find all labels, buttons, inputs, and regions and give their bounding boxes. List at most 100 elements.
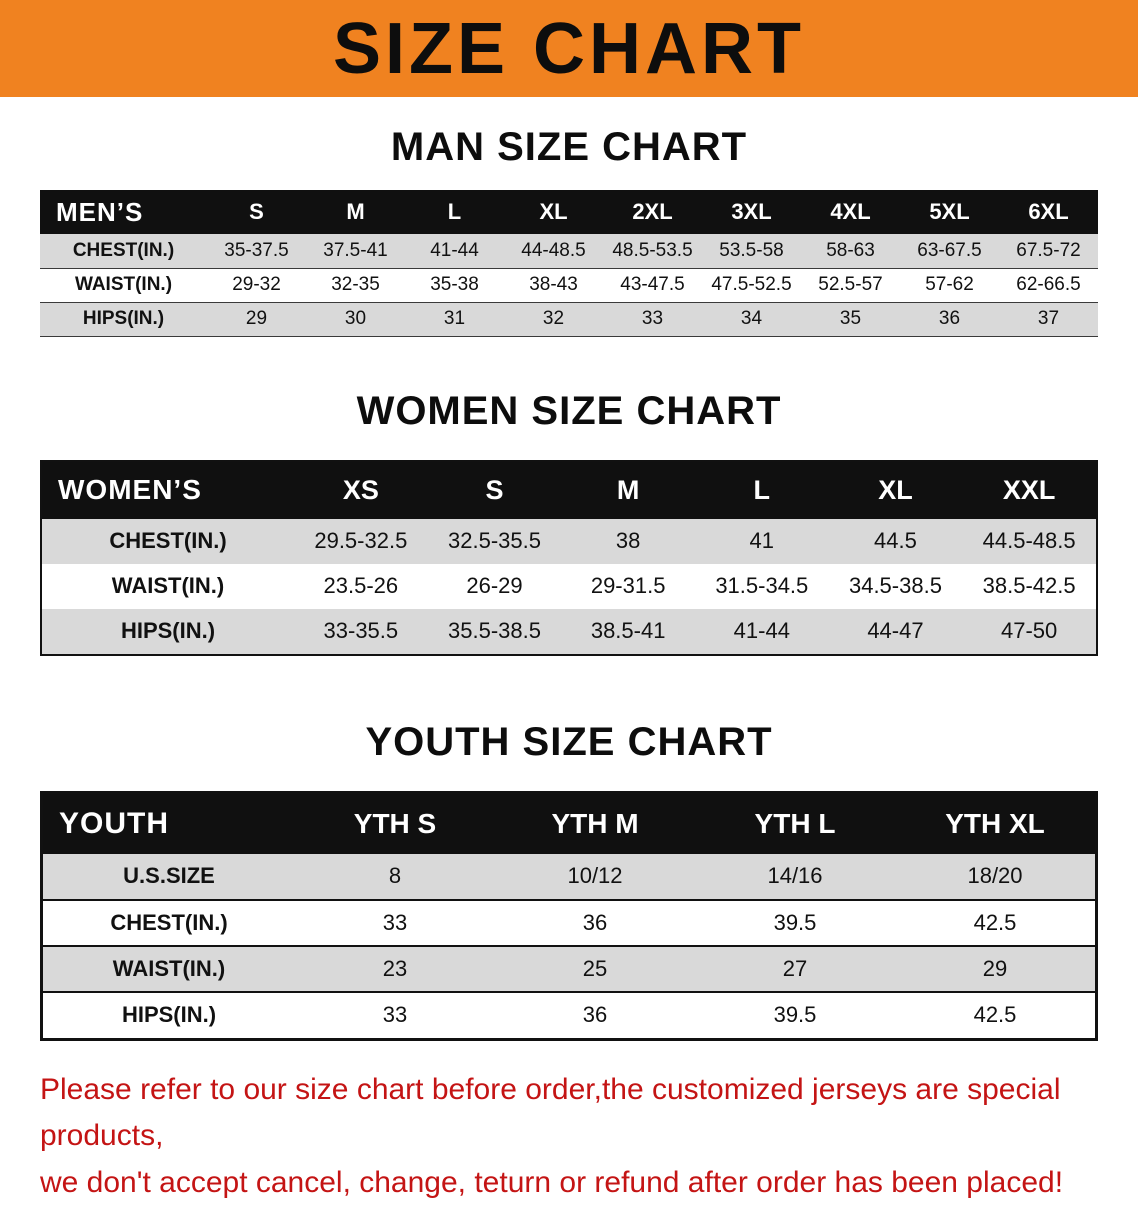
row-label: CHEST(IN.) xyxy=(40,234,207,268)
table-cell: 23.5-26 xyxy=(294,564,428,609)
column-header: YTH L xyxy=(695,794,895,854)
column-header: 2XL xyxy=(603,190,702,234)
table-cell: 23 xyxy=(295,946,495,992)
table-cell: 41 xyxy=(695,519,829,564)
column-header: 6XL xyxy=(999,190,1098,234)
table-cell: 57-62 xyxy=(900,268,999,302)
row-label: U.S.SIZE xyxy=(43,854,295,900)
table-cell: 32.5-35.5 xyxy=(428,519,562,564)
banner: SIZE CHART xyxy=(0,0,1138,97)
table-cell: 33 xyxy=(603,302,702,336)
table-cell: 32-35 xyxy=(306,268,405,302)
table-cell: 47.5-52.5 xyxy=(702,268,801,302)
table-cell: 32 xyxy=(504,302,603,336)
table-cell: 37.5-41 xyxy=(306,234,405,268)
table-cell: 29 xyxy=(207,302,306,336)
table-cell: 42.5 xyxy=(895,900,1095,946)
table-cell: 44-47 xyxy=(829,609,963,654)
table-cell: 33 xyxy=(295,992,495,1038)
row-label: CHEST(IN.) xyxy=(42,519,294,564)
table-cell: 44.5 xyxy=(829,519,963,564)
table-cell: 67.5-72 xyxy=(999,234,1098,268)
table-corner-label: MEN’S xyxy=(40,190,207,234)
table-cell: 14/16 xyxy=(695,854,895,900)
disclaimer: Please refer to our size chart before or… xyxy=(40,1067,1098,1206)
column-header: L xyxy=(405,190,504,234)
column-header: S xyxy=(428,462,562,519)
table-cell: 44-48.5 xyxy=(504,234,603,268)
table-cell: 44.5-48.5 xyxy=(962,519,1096,564)
table-cell: 39.5 xyxy=(695,900,895,946)
table-cell: 34 xyxy=(702,302,801,336)
column-header: M xyxy=(306,190,405,234)
table-cell: 35-37.5 xyxy=(207,234,306,268)
table-cell: 33 xyxy=(295,900,495,946)
table-cell: 39.5 xyxy=(695,992,895,1038)
table-cell: 26-29 xyxy=(428,564,562,609)
column-header: XL xyxy=(504,190,603,234)
row-label: WAIST(IN.) xyxy=(42,564,294,609)
table-cell: 25 xyxy=(495,946,695,992)
column-header: 3XL xyxy=(702,190,801,234)
column-header: YTH S xyxy=(295,794,495,854)
table-corner-label: YOUTH xyxy=(43,794,295,854)
table-cell: 43-47.5 xyxy=(603,268,702,302)
table-cell: 33-35.5 xyxy=(294,609,428,654)
table-cell: 18/20 xyxy=(895,854,1095,900)
table-cell: 62-66.5 xyxy=(999,268,1098,302)
column-header: XL xyxy=(829,462,963,519)
table-cell: 29 xyxy=(895,946,1095,992)
women-size-chart-heading: WOMEN SIZE CHART xyxy=(0,389,1138,434)
table-cell: 10/12 xyxy=(495,854,695,900)
column-header: YTH XL xyxy=(895,794,1095,854)
row-label: HIPS(IN.) xyxy=(42,609,294,654)
table-cell: 35.5-38.5 xyxy=(428,609,562,654)
table-cell: 36 xyxy=(495,900,695,946)
table-cell: 29-31.5 xyxy=(561,564,695,609)
table-cell: 31 xyxy=(405,302,504,336)
table-cell: 53.5-58 xyxy=(702,234,801,268)
table-cell: 30 xyxy=(306,302,405,336)
row-label: HIPS(IN.) xyxy=(40,302,207,336)
row-label: WAIST(IN.) xyxy=(40,268,207,302)
men-size-chart-heading: MAN SIZE CHART xyxy=(0,125,1138,170)
column-header: L xyxy=(695,462,829,519)
table-cell: 36 xyxy=(495,992,695,1038)
table-cell: 63-67.5 xyxy=(900,234,999,268)
table-cell: 35 xyxy=(801,302,900,336)
column-header: M xyxy=(561,462,695,519)
table-cell: 38-43 xyxy=(504,268,603,302)
table-cell: 48.5-53.5 xyxy=(603,234,702,268)
table-corner-label: WOMEN’S xyxy=(42,462,294,519)
row-label: HIPS(IN.) xyxy=(43,992,295,1038)
table-cell: 38.5-41 xyxy=(561,609,695,654)
table-cell: 38.5-42.5 xyxy=(962,564,1096,609)
column-header: XS xyxy=(294,462,428,519)
column-header: S xyxy=(207,190,306,234)
table-cell: 35-38 xyxy=(405,268,504,302)
table-cell: 38 xyxy=(561,519,695,564)
table-cell: 41-44 xyxy=(405,234,504,268)
table-cell: 47-50 xyxy=(962,609,1096,654)
disclaimer-line-2: we don't accept cancel, change, teturn o… xyxy=(40,1160,1098,1206)
row-label: CHEST(IN.) xyxy=(43,900,295,946)
column-header: XXL xyxy=(962,462,1096,519)
column-header: 5XL xyxy=(900,190,999,234)
table-cell: 42.5 xyxy=(895,992,1095,1038)
